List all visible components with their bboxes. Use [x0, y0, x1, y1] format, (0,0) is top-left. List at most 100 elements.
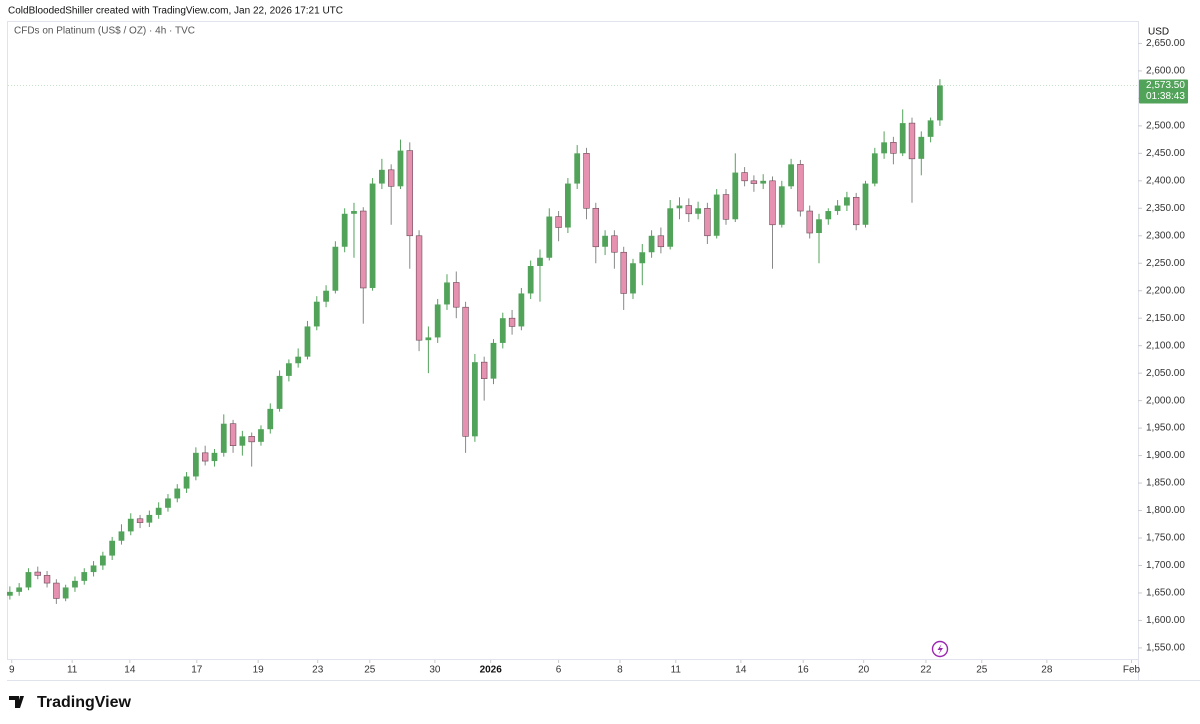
candle-body	[602, 235, 608, 247]
candle-body	[332, 246, 339, 291]
candle-body	[527, 265, 534, 294]
candle-body	[937, 85, 943, 121]
candle-body	[90, 565, 97, 573]
candle-body	[862, 183, 869, 225]
y-tick-label: 2,250.00	[1146, 258, 1185, 269]
candle-body	[72, 580, 78, 588]
candle-body	[369, 183, 376, 288]
chart-title: CFDs on Platinum (US$ / OZ) · 4h · TVC	[14, 26, 195, 37]
candle-body	[6, 591, 13, 596]
candle-body	[927, 120, 934, 137]
y-tick-label: 2,150.00	[1146, 313, 1185, 324]
x-tick-label: 8	[617, 665, 623, 676]
candle-body	[630, 263, 636, 294]
candle-body	[146, 514, 153, 523]
candle-body	[592, 207, 599, 248]
candle-body	[760, 180, 767, 184]
candle-body	[816, 219, 822, 234]
x-tick-label: 14	[124, 665, 136, 676]
candle-body	[834, 205, 841, 212]
y-tick-label: 1,900.00	[1146, 450, 1185, 461]
lightning-icon	[931, 640, 949, 658]
x-tick-label: 16	[798, 665, 810, 676]
candle-body	[25, 572, 32, 588]
countdown-label: 01:38:43	[1146, 91, 1185, 102]
candle-body	[685, 205, 692, 215]
candle-body	[611, 235, 618, 253]
candle-body	[537, 257, 543, 266]
candle-body	[192, 452, 199, 477]
candle-body	[546, 216, 553, 258]
candle-body	[881, 142, 887, 154]
candle-body	[806, 210, 813, 234]
x-tick-label: 25	[976, 665, 988, 676]
x-tick-label: 20	[858, 665, 870, 676]
candle-body	[211, 452, 218, 462]
last-price-label: 2,573.50	[1146, 80, 1185, 91]
candle-body	[620, 251, 627, 294]
header: ColdBloodedShiller created with TradingV…	[8, 6, 343, 17]
y-tick-label: 2,100.00	[1146, 340, 1185, 351]
x-tick-label: 6	[556, 665, 562, 676]
y-tick-label: 2,450.00	[1146, 148, 1185, 159]
x-tick-label: 25	[364, 665, 376, 676]
candle-body	[81, 572, 88, 581]
candle-body	[480, 361, 488, 379]
y-tick-label: 1,550.00	[1146, 643, 1185, 654]
x-tick-label: 11	[67, 665, 78, 676]
y-tick-label: 2,500.00	[1146, 121, 1185, 132]
candle-body	[351, 211, 357, 214]
candle-body	[462, 306, 469, 437]
x-tick-label: 9	[9, 665, 15, 676]
candle-body	[583, 153, 590, 209]
candle-body	[285, 363, 292, 376]
y-tick-label: 1,950.00	[1146, 423, 1185, 434]
candle-body	[248, 436, 255, 443]
candle-body	[704, 207, 711, 237]
x-tick-label: 23	[312, 665, 324, 676]
candle-body	[165, 498, 171, 508]
candle-body	[518, 293, 525, 327]
candle-body	[118, 531, 125, 541]
footer-logo: TradingView	[9, 694, 132, 711]
x-tick-label: 28	[1041, 665, 1053, 676]
candle-body	[490, 342, 497, 379]
y-tick-label: 1,850.00	[1146, 478, 1185, 489]
y-tick-label: 2,050.00	[1146, 368, 1185, 379]
candle-body	[508, 317, 516, 327]
candle-body	[276, 375, 283, 409]
candle-body	[323, 290, 329, 302]
candle-body	[109, 540, 116, 556]
candle-body	[871, 153, 878, 184]
y-tick-label: 2,400.00	[1146, 175, 1185, 186]
candle-body	[825, 211, 832, 220]
candle-body	[667, 208, 674, 247]
candle-body	[406, 150, 413, 237]
x-tick-label: 17	[191, 665, 203, 676]
x-tick-label: 30	[429, 665, 441, 676]
candle-body	[341, 213, 348, 247]
candle-body	[387, 169, 395, 187]
candle-body	[908, 122, 916, 160]
last-price-tag	[1139, 79, 1188, 104]
y-tick-label: 2,300.00	[1146, 230, 1185, 241]
candle-body	[695, 208, 701, 214]
candle-body	[788, 164, 794, 187]
candle-body	[16, 587, 23, 592]
candle-body	[648, 235, 655, 253]
x-tick-label: 11	[671, 665, 682, 676]
candle-body	[174, 488, 181, 499]
candle-body	[99, 555, 106, 566]
y-tick-label: 1,750.00	[1146, 533, 1185, 544]
candle-body	[136, 518, 144, 523]
candle-body	[397, 150, 404, 187]
candle-body	[499, 318, 506, 343]
candle-body	[797, 164, 804, 212]
candle-body	[639, 252, 646, 264]
candle-body	[62, 587, 69, 599]
candle-body	[741, 172, 748, 182]
candle-body	[313, 301, 320, 327]
candle-body	[220, 423, 227, 453]
candle-body	[565, 183, 571, 228]
candle-body	[471, 362, 478, 437]
